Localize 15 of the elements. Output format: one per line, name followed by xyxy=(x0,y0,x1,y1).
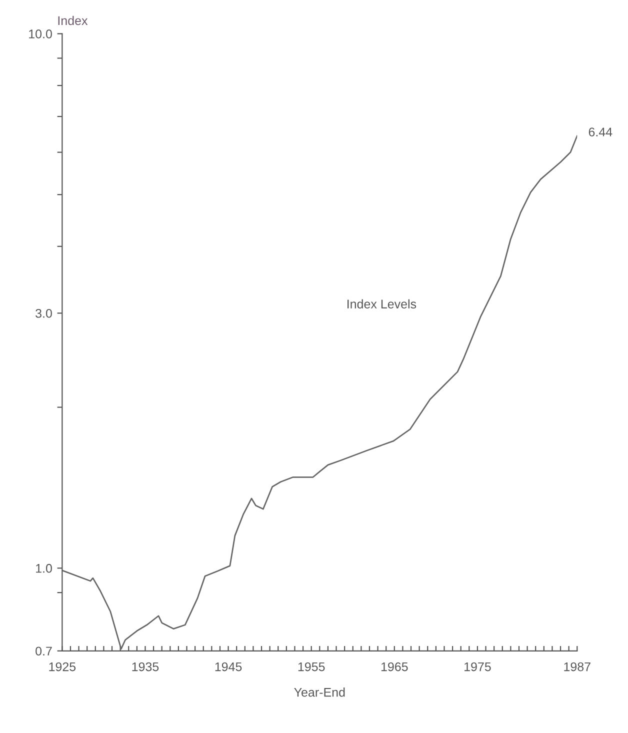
y-tick-label: 0.7 xyxy=(36,646,52,656)
data-label: 6.44 xyxy=(588,128,612,136)
x-axis-title: Year-End xyxy=(294,688,345,697)
x-tick-label: 1935 xyxy=(132,662,159,672)
x-tick-label: 1955 xyxy=(298,662,325,672)
x-tick-label: 1945 xyxy=(215,662,242,672)
x-tick-label: 1975 xyxy=(464,662,491,672)
x-tick-label: 1987 xyxy=(564,662,590,672)
y-tick-label: 10.0 xyxy=(29,30,52,38)
x-tick-label: 1925 xyxy=(49,662,76,672)
y-tick-label: 1.0 xyxy=(36,564,52,573)
x-tick-label: 1965 xyxy=(381,662,408,672)
text: Index Levels xyxy=(348,299,416,308)
y-axis-title: Index xyxy=(58,16,88,26)
y-tick-label: 3.0 xyxy=(36,308,52,318)
